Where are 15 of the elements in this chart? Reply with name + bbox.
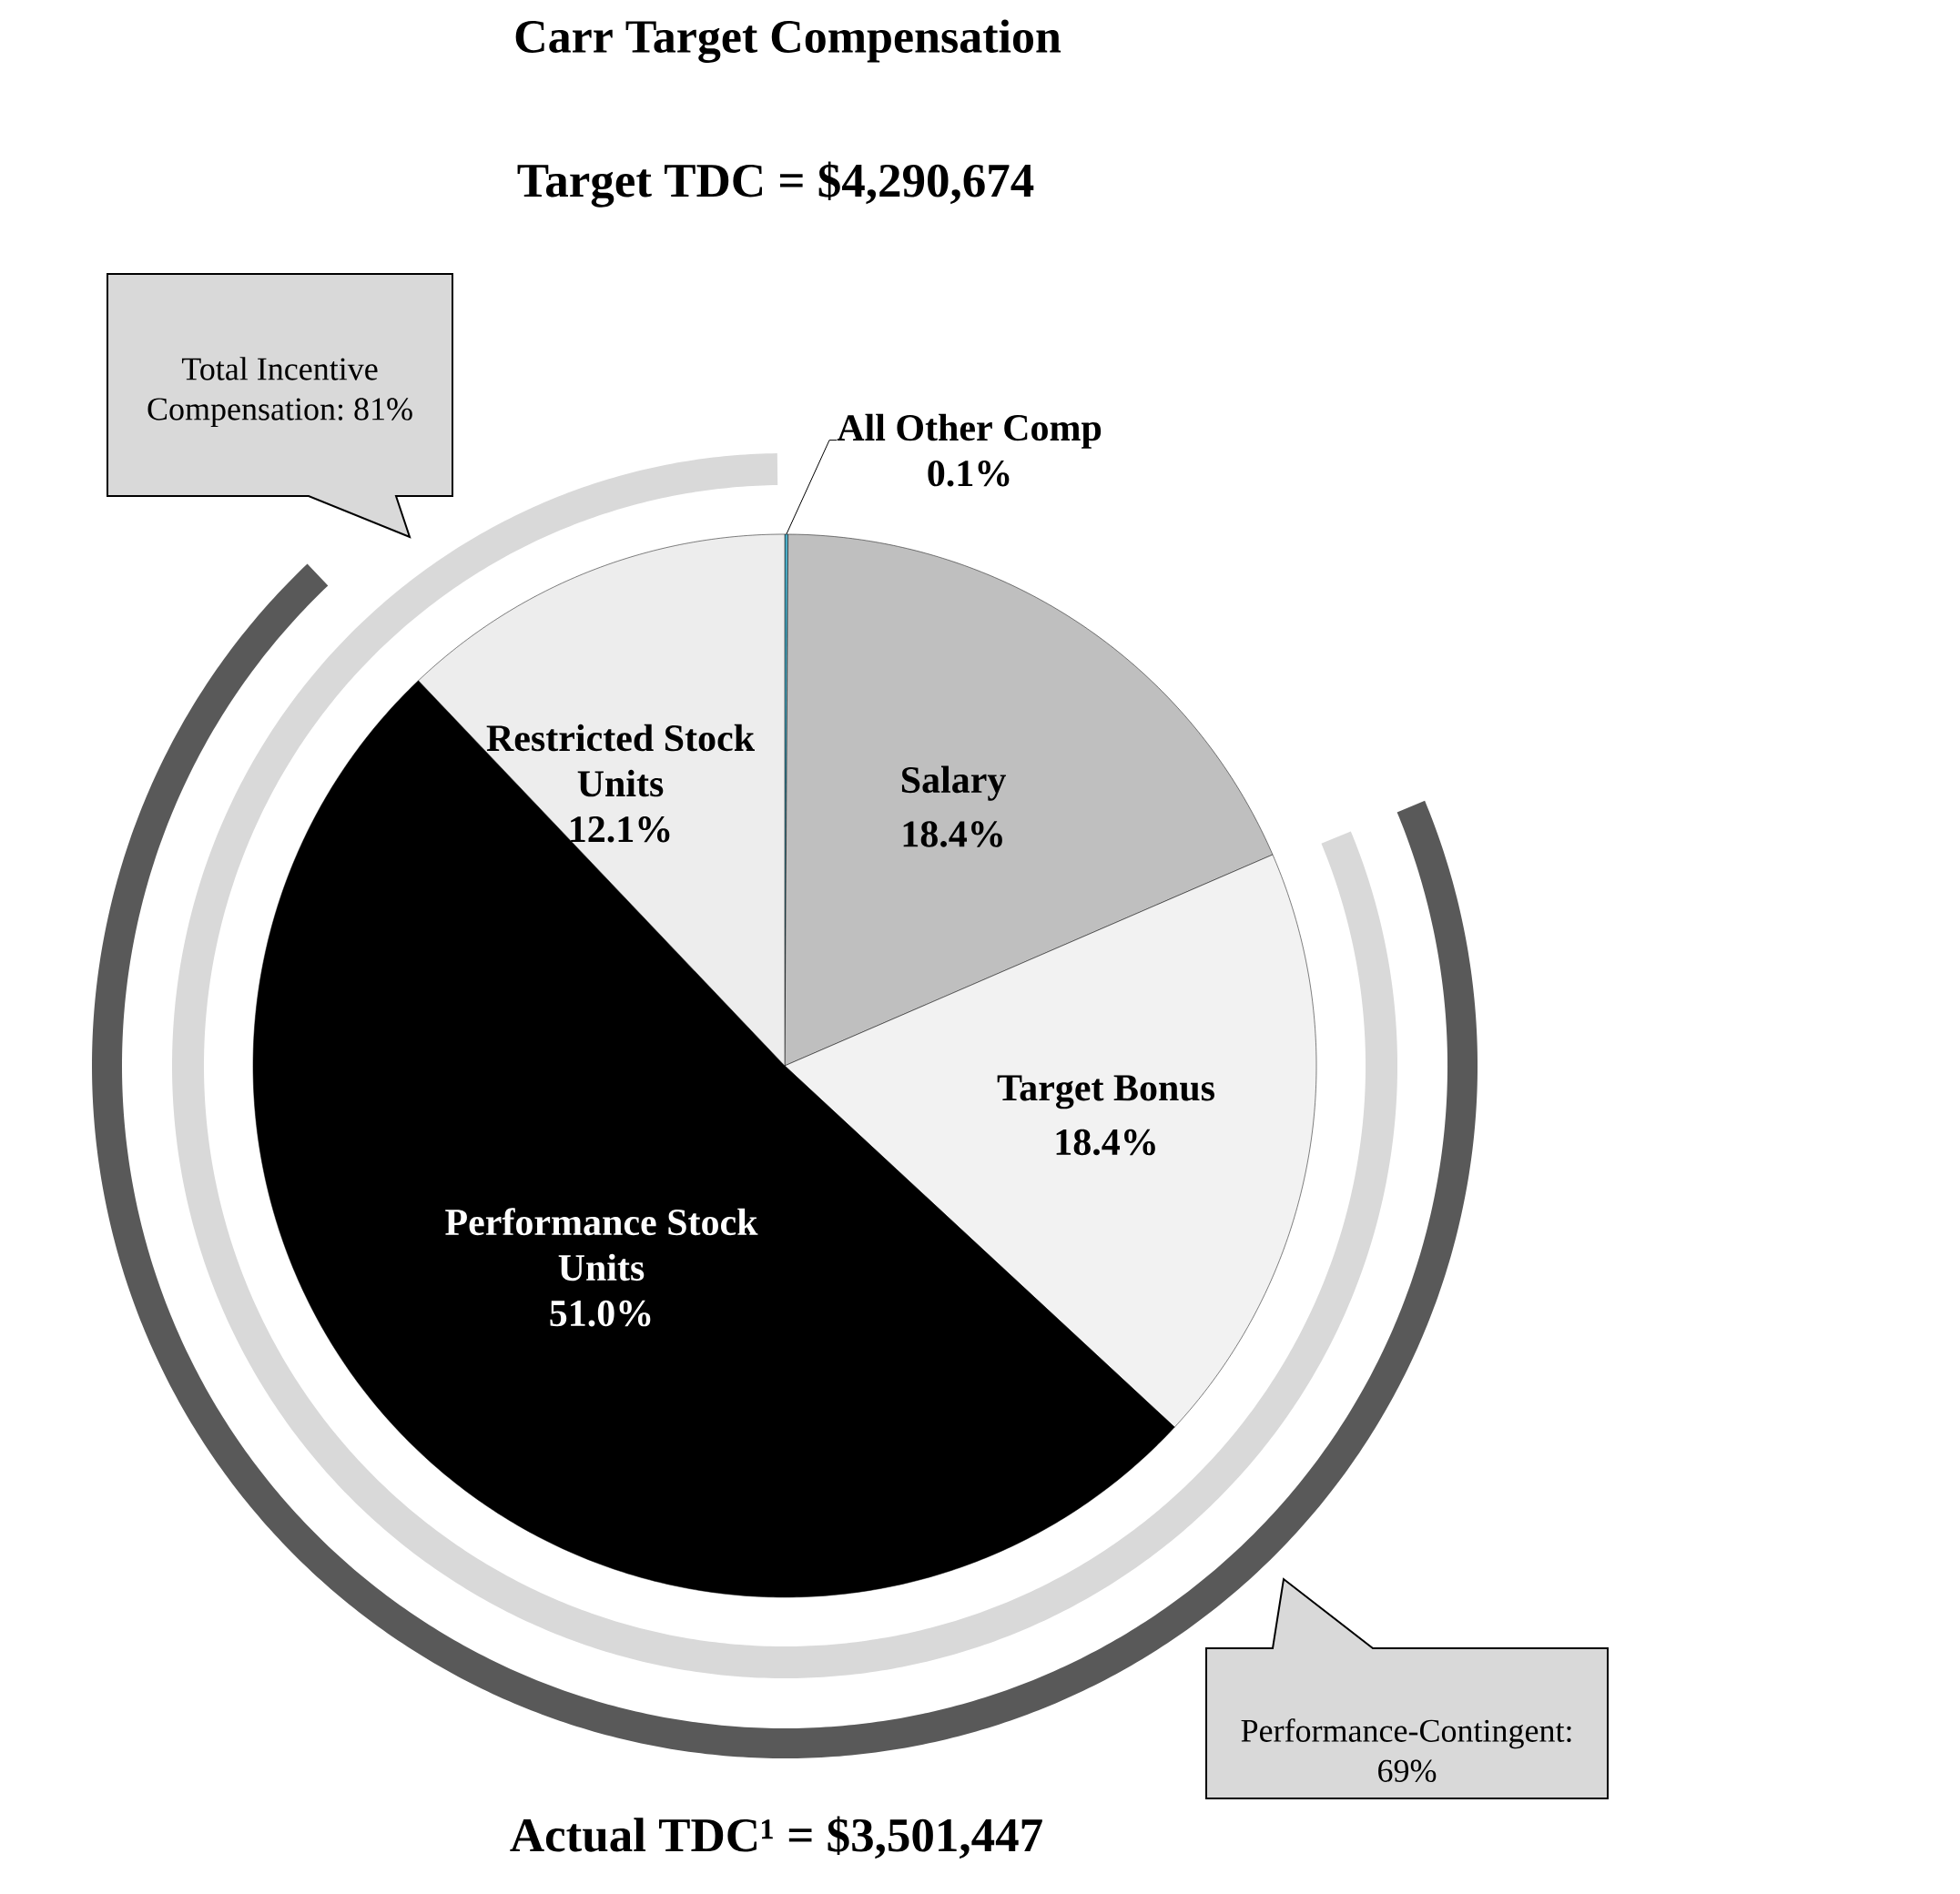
chart-title: Carr Target Compensation	[515, 19, 1061, 63]
data-label: 18.4%	[903, 821, 1002, 847]
text: Total Incentive Compensation: 81%	[147, 357, 412, 427]
slice-label: Target Bonus	[997, 1075, 1214, 1109]
slice-label: All Other Comp	[837, 413, 1102, 449]
data-label: 12.1%	[571, 815, 670, 843]
slice-label: Restricted Stock Units	[486, 724, 755, 797]
data-label: 18.4%	[1056, 1129, 1155, 1156]
data-label: 0.1%	[928, 460, 1010, 487]
text: Performance-Contingent: 69%	[1241, 1718, 1571, 1782]
slice-label: Salary	[901, 765, 1006, 801]
data-label: 51.0%	[550, 1300, 651, 1327]
slice-label: Performance Stock Units	[445, 1208, 758, 1281]
text: Actual TDC¹ = $3,501,447	[510, 1816, 1042, 1859]
chart-subtitle: Target TDC = $4,290,674	[517, 161, 1034, 208]
